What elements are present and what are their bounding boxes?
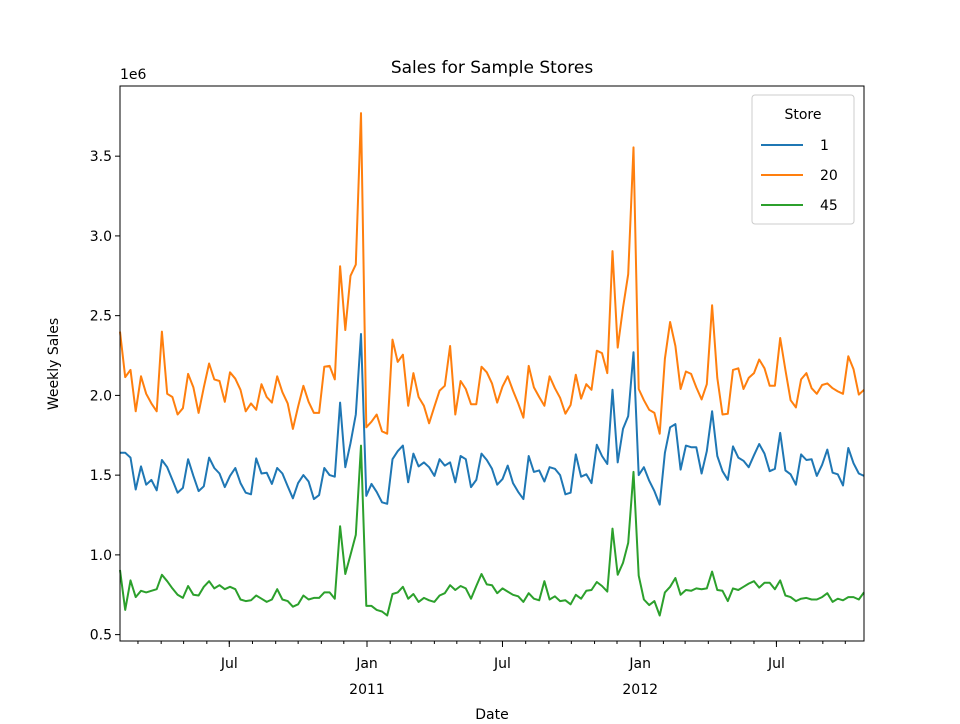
y-tick-label: 3.5 bbox=[90, 149, 112, 165]
chart-title: Sales for Sample Stores bbox=[391, 58, 594, 78]
y-tick-label: 2.5 bbox=[90, 309, 112, 325]
x-tick-label: Jan bbox=[628, 656, 651, 672]
x-tick-label: Jul bbox=[767, 656, 785, 672]
legend-title: Store bbox=[784, 107, 821, 123]
legend-label-20: 20 bbox=[820, 168, 838, 184]
x-tick-year-label: 2011 bbox=[349, 682, 385, 698]
y-tick-label: 2.0 bbox=[90, 388, 112, 404]
legend: Store 1 20 45 bbox=[751, 94, 855, 225]
legend-label-1: 1 bbox=[820, 138, 829, 154]
x-tick-label: Jul bbox=[220, 656, 238, 672]
legend-box bbox=[751, 94, 855, 225]
x-axis-label: Date bbox=[475, 707, 508, 720]
axis-layer: 0.5 1.0 1.5 2.0 2.5 3.0 3.5 Jul Jan 2011 Jul Jan 201… bbox=[90, 149, 846, 698]
y-tick-label: 3.0 bbox=[90, 229, 112, 245]
y-tick-label: 1.5 bbox=[90, 468, 112, 484]
y-tick-label: 0.5 bbox=[90, 628, 112, 644]
plot-frame bbox=[119, 85, 865, 642]
series-layer bbox=[119, 112, 865, 617]
series-line-20 bbox=[119, 112, 865, 435]
y-tick-label: 1.0 bbox=[90, 548, 112, 564]
x-tick-label: Jan bbox=[355, 656, 378, 672]
series-line-1 bbox=[120, 333, 865, 506]
y-offset-label: 1e6 bbox=[120, 67, 147, 83]
legend-label-45: 45 bbox=[820, 198, 838, 214]
y-axis-label: Weekly Sales bbox=[46, 318, 62, 410]
x-tick-label: Jul bbox=[493, 656, 511, 672]
x-tick-year-label: 2012 bbox=[622, 682, 658, 698]
series-line-45 bbox=[119, 444, 865, 617]
